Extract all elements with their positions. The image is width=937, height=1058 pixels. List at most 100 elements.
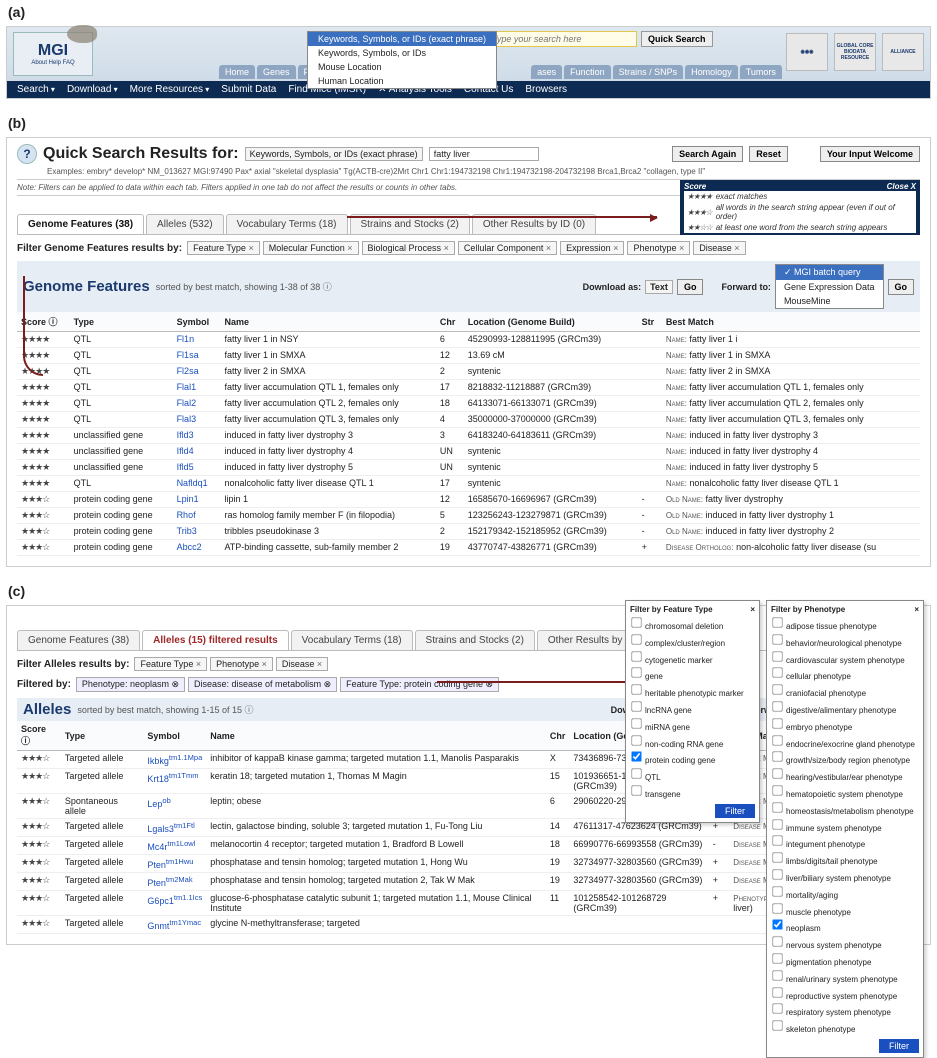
symbol-cell[interactable]: Fl1n [173, 332, 221, 348]
checkbox[interactable] [631, 701, 641, 711]
close-icon[interactable]: × [750, 605, 755, 614]
checkbox[interactable] [772, 768, 782, 778]
help-icon[interactable]: ? [17, 144, 37, 164]
filter-option[interactable]: miRNA gene [630, 717, 755, 734]
filter-option[interactable]: complex/cluster/region [630, 633, 755, 650]
filter-expression[interactable]: Expression [560, 241, 624, 255]
checkbox[interactable] [772, 617, 782, 627]
search-again-button[interactable]: Search Again [672, 146, 743, 162]
checkbox[interactable] [631, 668, 641, 678]
logo-alliance[interactable]: ALLIANCE [882, 33, 924, 71]
symbol-cell[interactable]: Abcc2 [173, 540, 221, 556]
filter-option[interactable]: pigmentation phenotype [771, 952, 919, 969]
nav-diseases[interactable]: ases [531, 65, 562, 79]
symbol-cell[interactable]: Flal2 [173, 396, 221, 412]
checkbox[interactable] [772, 987, 782, 997]
tab-gf-c[interactable]: Genome Features (38) [17, 630, 140, 650]
checkbox[interactable] [772, 886, 782, 896]
filter-option[interactable]: cardiovascular system phenotype [771, 650, 919, 667]
checkbox[interactable] [772, 684, 782, 694]
logo-gcbr[interactable]: GLOBAL CORE BIODATA RESOURCE [834, 33, 876, 71]
checkbox[interactable] [772, 903, 782, 913]
filter-option[interactable]: nervous system phenotype [771, 935, 919, 952]
fwd-opt-0[interactable]: ✓ MGI batch query [776, 265, 883, 280]
filter-disease[interactable]: Disease [693, 241, 745, 255]
filter-option[interactable]: renal/urinary system phenotype [771, 969, 919, 986]
checkbox[interactable] [631, 735, 641, 745]
checkbox[interactable] [631, 768, 641, 778]
score-close[interactable]: Close X [887, 182, 916, 191]
checkbox[interactable] [631, 718, 641, 728]
symbol-cell[interactable]: Ptentm1Hwu [143, 855, 206, 873]
logo-sublinks[interactable]: About Help FAQ [31, 60, 74, 66]
scope-opt-2[interactable]: Mouse Location [308, 60, 496, 74]
filter-option[interactable]: neoplasm [771, 918, 919, 935]
filter-feature-type[interactable]: Feature Type [187, 241, 260, 255]
symbol-cell[interactable]: Lpin1 [173, 492, 221, 508]
search-input[interactable] [487, 31, 637, 47]
symbol-cell[interactable]: Lgals3tm1Ftl [143, 819, 206, 837]
filter-option[interactable]: immune system phenotype [771, 818, 919, 835]
filter-bio-proc[interactable]: Biological Process [362, 241, 455, 255]
forward-go-button[interactable]: Go [888, 279, 915, 295]
filter-option[interactable]: cellular phenotype [771, 666, 919, 683]
filter-dis-c[interactable]: Disease [276, 657, 328, 671]
filter-option[interactable]: QTL [630, 767, 755, 784]
symbol-cell[interactable]: Trib3 [173, 524, 221, 540]
checkbox[interactable] [772, 785, 782, 795]
filter-mol-func[interactable]: Molecular Function [263, 241, 359, 255]
nav-tumors[interactable]: Tumors [740, 65, 782, 79]
symbol-cell[interactable]: Flal3 [173, 412, 221, 428]
symbol-cell[interactable]: Ifld4 [173, 444, 221, 460]
feedback-button[interactable]: Your Input Welcome [820, 146, 920, 162]
filter-option[interactable]: behavior/neurological phenotype [771, 633, 919, 650]
filter-option[interactable]: lncRNA gene [630, 700, 755, 717]
checkbox[interactable] [772, 718, 782, 728]
checkbox[interactable] [772, 936, 782, 946]
menu-more[interactable]: More Resources [130, 84, 210, 95]
applied-disease[interactable]: Disease: disease of metabolism ⊗ [188, 677, 337, 692]
filter-option[interactable]: chromosomal deletion [630, 616, 755, 633]
filter-option[interactable]: hearing/vestibular/ear phenotype [771, 767, 919, 784]
filter-option[interactable]: respiratory system phenotype [771, 1002, 919, 1019]
quick-search-button[interactable]: Quick Search [641, 31, 713, 47]
symbol-cell[interactable]: Rhof [173, 508, 221, 524]
checkbox[interactable] [631, 785, 641, 795]
checkbox[interactable] [631, 684, 641, 694]
checkbox[interactable] [772, 752, 782, 762]
filter-ph-apply[interactable]: Filter [879, 1039, 919, 1053]
filter-option[interactable]: muscle phenotype [771, 902, 919, 919]
tab-vocab[interactable]: Vocabulary Terms (18) [226, 214, 348, 234]
symbol-cell[interactable]: Nafldq1 [173, 476, 221, 492]
filter-ph-c[interactable]: Phenotype [210, 657, 273, 671]
checkbox[interactable] [772, 668, 782, 678]
filter-phenotype-popup[interactable]: Filter by Phenotype× adipose tissue phen… [766, 600, 924, 1058]
filter-option[interactable]: non-coding RNA gene [630, 734, 755, 751]
forward-dropdown[interactable]: ✓ MGI batch query Gene Expression Data M… [775, 264, 884, 309]
symbol-cell[interactable]: Mc4rtm1Lowl [143, 837, 206, 855]
filter-option[interactable]: digestive/alimentary phenotype [771, 700, 919, 717]
scope-opt-1[interactable]: Keywords, Symbols, or IDs [308, 46, 496, 60]
checkbox[interactable] [631, 617, 641, 627]
tab-strains-c[interactable]: Strains and Stocks (2) [415, 630, 535, 650]
checkbox[interactable] [772, 1020, 782, 1030]
term-display[interactable]: fatty liver [429, 147, 539, 161]
menu-download[interactable]: Download [67, 84, 118, 95]
filter-option[interactable]: heritable phenotypic marker [630, 683, 755, 700]
symbol-cell[interactable]: Ifld5 [173, 460, 221, 476]
filter-option[interactable]: transgene [630, 784, 755, 801]
applied-feature-type[interactable]: Feature Type: protein coding gene ⊗ [340, 677, 499, 692]
symbol-cell[interactable]: Fl1sa [173, 348, 221, 364]
nav-genes[interactable]: Genes [257, 65, 296, 79]
filter-option[interactable]: hematopoietic system phenotype [771, 784, 919, 801]
nav-home[interactable]: Home [219, 65, 255, 79]
filter-option[interactable]: skeleton phenotype [771, 1019, 919, 1036]
filter-option[interactable]: homeostasis/metabolism phenotype [771, 801, 919, 818]
search-scope-dropdown[interactable]: Keywords, Symbols, or IDs (exact phrase)… [307, 31, 497, 89]
checkbox[interactable] [772, 920, 782, 930]
filter-option[interactable]: protein coding gene [630, 750, 755, 767]
menu-search[interactable]: Search [17, 84, 55, 95]
filter-cell-comp[interactable]: Cellular Component [458, 241, 557, 255]
filter-option[interactable]: craniofacial phenotype [771, 683, 919, 700]
symbol-cell[interactable]: Fl2sa [173, 364, 221, 380]
